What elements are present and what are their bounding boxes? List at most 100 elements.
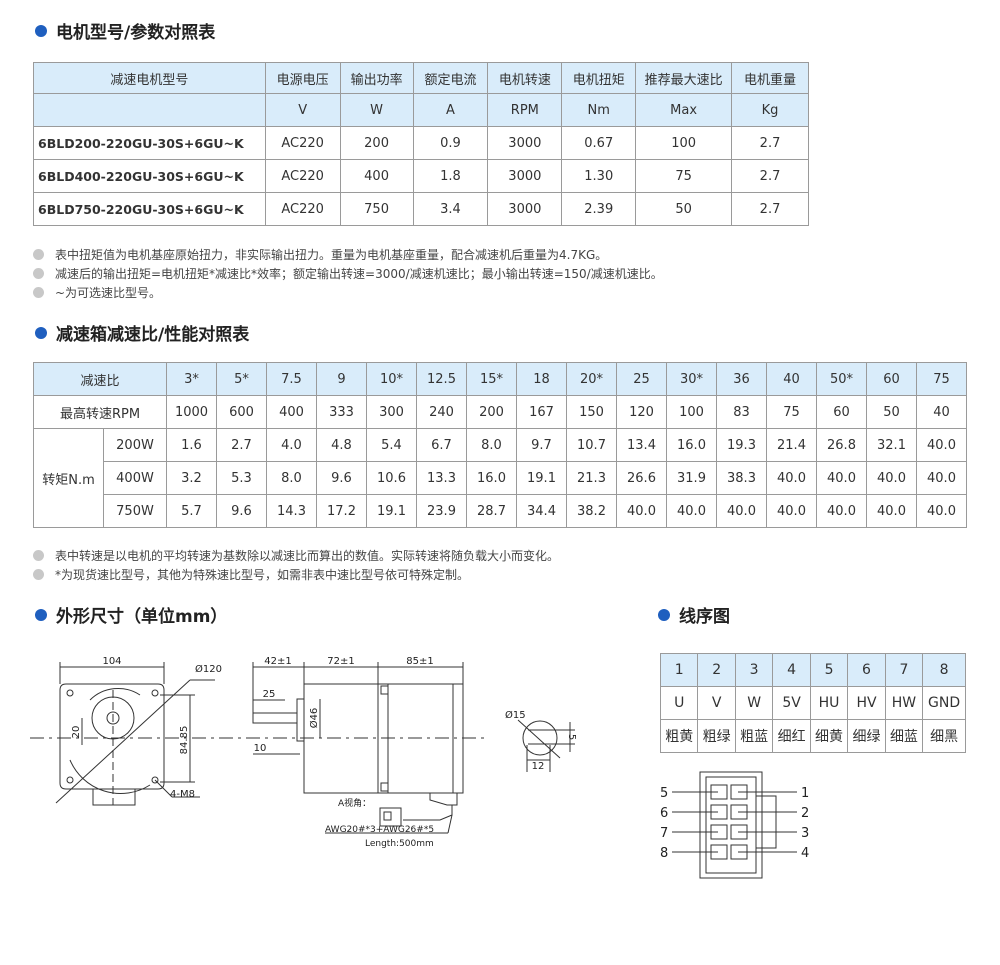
torque-cell: 10.7	[566, 428, 617, 462]
header-row: 减速电机型号 电源电压 输出功率 额定电流 电机转速 电机扭矩 推荐最大速比 电机重量	[33, 62, 809, 94]
torque-row: 400W 3.2 5.3 8.0 9.6 10.6 13.3 16.0 19.1 21.3 26.6…	[34, 461, 967, 495]
unit-cell: RPM	[487, 93, 563, 127]
torque-cell: 4.0	[266, 428, 317, 462]
torque-cell: 40.0	[666, 494, 717, 528]
torque-cell: 3.2	[166, 461, 217, 495]
wiring-table: 1 2 3 4 5 6 7 8 U V W 5V HU HV HW GND 粗黄 粗绿 粗蓝 细红 细黄 细绿 细蓝 细黑	[659, 653, 966, 753]
pin-number: 1	[659, 653, 699, 687]
column-header: 额定电流	[412, 62, 489, 94]
value-cell: 0.67	[561, 126, 637, 160]
ratio-cell: 18	[516, 362, 567, 396]
rpm-cell: 50	[866, 395, 917, 429]
unit-cell: W	[339, 93, 414, 127]
signal-cell: GND	[922, 686, 966, 720]
rpm-cell: 75	[766, 395, 817, 429]
torque-cell: 26.6	[616, 461, 667, 495]
rpm-cell: 150	[566, 395, 617, 429]
torque-cell: 40.0	[816, 494, 867, 528]
torque-cell: 38.3	[716, 461, 767, 495]
pin-label: 3	[801, 826, 809, 841]
signals-row: U V W 5V HU HV HW GND	[659, 686, 966, 720]
wire-color-cell: 细绿	[847, 719, 886, 753]
torque-cell: 31.9	[666, 461, 717, 495]
dim-key-width: 5	[566, 734, 577, 740]
rpm-cell: 40	[916, 395, 967, 429]
dim-shaft-dia: Ø15	[505, 709, 526, 721]
wire-color-cell: 粗绿	[697, 719, 736, 753]
pin-label: 1	[801, 786, 809, 801]
torque-cell: 9.6	[316, 461, 367, 495]
pin-label: 8	[660, 846, 668, 861]
torque-cell: 40.0	[916, 461, 967, 495]
unit-cell: A	[412, 93, 489, 127]
wire-color-cell: 细红	[772, 719, 811, 753]
torque-cell: 26.8	[816, 428, 867, 462]
pin-number: 3	[734, 653, 774, 687]
signal-cell: HU	[809, 686, 849, 720]
cable-length: Length:500mm	[365, 839, 434, 849]
bullet-dot-icon	[35, 608, 47, 621]
ratio-label: 减速比	[33, 362, 167, 396]
pin-number: 7	[884, 653, 924, 687]
ratio-cell: 15*	[466, 362, 517, 396]
torque-cell: 10.6	[366, 461, 417, 495]
bullet-icon	[33, 249, 44, 260]
signal-cell: HV	[847, 686, 886, 720]
rpm-label: 最高转速RPM	[33, 395, 167, 429]
table-row: 6BLD200-220GU-30S+6GU~K AC220 200 0.9 3000 0.…	[33, 126, 809, 160]
bullet-icon	[33, 268, 44, 279]
dim-shaft-flat: 12	[532, 761, 545, 772]
torque-cell: 40.0	[866, 461, 917, 495]
unit-cell: V	[264, 93, 341, 127]
cable-spec: AWG20#*3+AWG26#*5	[325, 825, 434, 835]
dim-key-offset: 10	[254, 743, 267, 754]
signal-cell: V	[697, 686, 736, 720]
note-text: *为现货速比型号，其他为特殊速比型号，如需非表中速比型号依可特殊定制。	[55, 568, 470, 582]
dim-offset: 20	[71, 726, 82, 739]
value-cell: 2.7	[731, 159, 809, 193]
dim-circle: Ø120	[195, 663, 222, 675]
shaft-end-view: Ø15 5 12	[505, 709, 577, 772]
torque-cell: 40.0	[916, 428, 967, 462]
value-cell: 75	[635, 159, 733, 193]
section-title-gearbox: 减速箱减速比/性能对照表	[35, 320, 249, 345]
units-row: V W A RPM Nm Max Kg	[33, 93, 809, 127]
note-text: ~为可选速比型号。	[55, 286, 162, 300]
torque-cell: 34.4	[516, 494, 567, 528]
value-cell: 1.30	[561, 159, 637, 193]
title-text: 线序图	[679, 607, 730, 627]
column-header: 输出功率	[339, 62, 414, 94]
column-header: 电机转速	[487, 62, 563, 94]
torque-cell: 21.4	[766, 428, 817, 462]
model-cell: 6BLD200-220GU-30S+6GU~K	[33, 126, 266, 160]
dim-shaft-length: 42±1	[264, 656, 291, 667]
value-cell: 2.7	[731, 192, 809, 226]
note-item: ~为可选速比型号。	[33, 283, 663, 302]
pin-number: 5	[809, 653, 849, 687]
gearbox-ratio-table: 减速比 3* 5* 7.5 9 10* 12.5 15* 18 20* 25 30* 36 40 50* 60…	[33, 362, 967, 528]
view-a-label: A视角：	[338, 797, 371, 809]
pin-label: 4	[801, 846, 809, 861]
ratio-cell: 9	[316, 362, 367, 396]
wire-color-cell: 细黄	[809, 719, 849, 753]
section-title-motor-params: 电机型号/参数对照表	[35, 18, 215, 43]
value-cell: AC220	[264, 192, 341, 226]
wire-color-cell: 粗蓝	[734, 719, 774, 753]
value-cell: 2.7	[731, 126, 809, 160]
torque-cell: 40.0	[866, 494, 917, 528]
bullet-icon	[33, 287, 44, 298]
ratio-cell: 30*	[666, 362, 717, 396]
torque-cell: 16.0	[666, 428, 717, 462]
torque-cell: 40.0	[916, 494, 967, 528]
column-header: 电源电压	[264, 62, 341, 94]
rpm-cell: 120	[616, 395, 667, 429]
rpm-cell: 60	[816, 395, 867, 429]
ratio-cell: 5*	[216, 362, 267, 396]
ratio-cell: 50*	[816, 362, 867, 396]
rpm-cell: 300	[366, 395, 417, 429]
torque-cell: 40.0	[716, 494, 767, 528]
note-text: 表中转速是以电机的平均转速为基数除以减速比而算出的数值。实际转速将随负载大小而变…	[55, 549, 560, 563]
